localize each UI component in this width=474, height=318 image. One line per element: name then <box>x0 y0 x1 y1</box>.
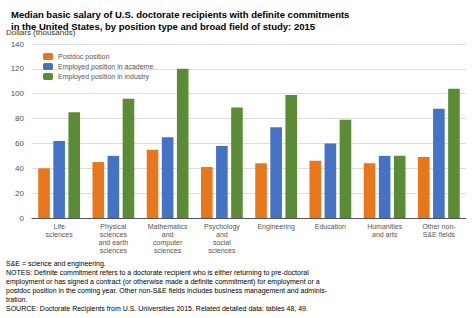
svg-text:employment or has signed a con: employment or has signed a contract (or … <box>6 278 320 286</box>
svg-text:Employed position in industry: Employed position in industry <box>58 73 150 81</box>
svg-text:sciences: sciences <box>46 231 74 238</box>
svg-text:120: 120 <box>11 64 25 73</box>
svg-text:S&E fields: S&E fields <box>423 231 456 238</box>
svg-text:Humanities: Humanities <box>367 223 403 230</box>
svg-text:and arts: and arts <box>372 231 398 238</box>
svg-text:SOURCE: Doctorate Recipients f: SOURCE: Doctorate Recipients from U.S. U… <box>6 305 308 313</box>
svg-text:and: and <box>162 231 174 238</box>
svg-text:Psychology: Psychology <box>204 223 240 231</box>
svg-text:Employed position in academe: Employed position in academe <box>58 63 153 71</box>
svg-text:Mathematics: Mathematics <box>148 223 188 230</box>
svg-text:60: 60 <box>15 139 24 148</box>
svg-text:tration.: tration. <box>6 296 27 303</box>
svg-text:computer: computer <box>153 239 183 247</box>
svg-text:sciences: sciences <box>100 247 128 254</box>
svg-text:Dollars (thousands): Dollars (thousands) <box>6 27 76 37</box>
svg-text:sciences: sciences <box>100 231 128 238</box>
svg-text:sciences: sciences <box>154 247 182 254</box>
svg-text:Engineering: Engineering <box>257 223 294 231</box>
svg-text:and: and <box>216 231 228 238</box>
svg-text:Physical: Physical <box>100 223 127 231</box>
svg-text:S&E = science and engineering.: S&E = science and engineering. <box>6 260 106 268</box>
svg-text:20: 20 <box>15 189 24 198</box>
svg-text:in the United States, by posit: in the United States, by position type a… <box>11 21 316 32</box>
svg-text:100: 100 <box>11 89 25 98</box>
svg-text:Median basic salary of U.S. do: Median basic salary of U.S. doctorate re… <box>11 9 349 20</box>
svg-text:40: 40 <box>15 164 24 173</box>
svg-text:80: 80 <box>15 114 24 123</box>
svg-text:0: 0 <box>20 214 25 223</box>
svg-text:and earth: and earth <box>99 239 129 246</box>
svg-text:NOTES: Definite commitment ref: NOTES: Definite commitment refers to a d… <box>6 269 309 277</box>
svg-text:Life: Life <box>53 223 64 230</box>
svg-text:Education: Education <box>315 223 346 230</box>
svg-text:140: 140 <box>11 40 25 49</box>
svg-text:Other non-: Other non- <box>422 223 456 230</box>
svg-text:Postdoc position: Postdoc position <box>58 53 109 61</box>
svg-text:social: social <box>213 239 231 246</box>
svg-text:sciences: sciences <box>208 247 236 254</box>
svg-text:postdoc position in the coming: postdoc position in the coming year. Oth… <box>6 287 328 295</box>
